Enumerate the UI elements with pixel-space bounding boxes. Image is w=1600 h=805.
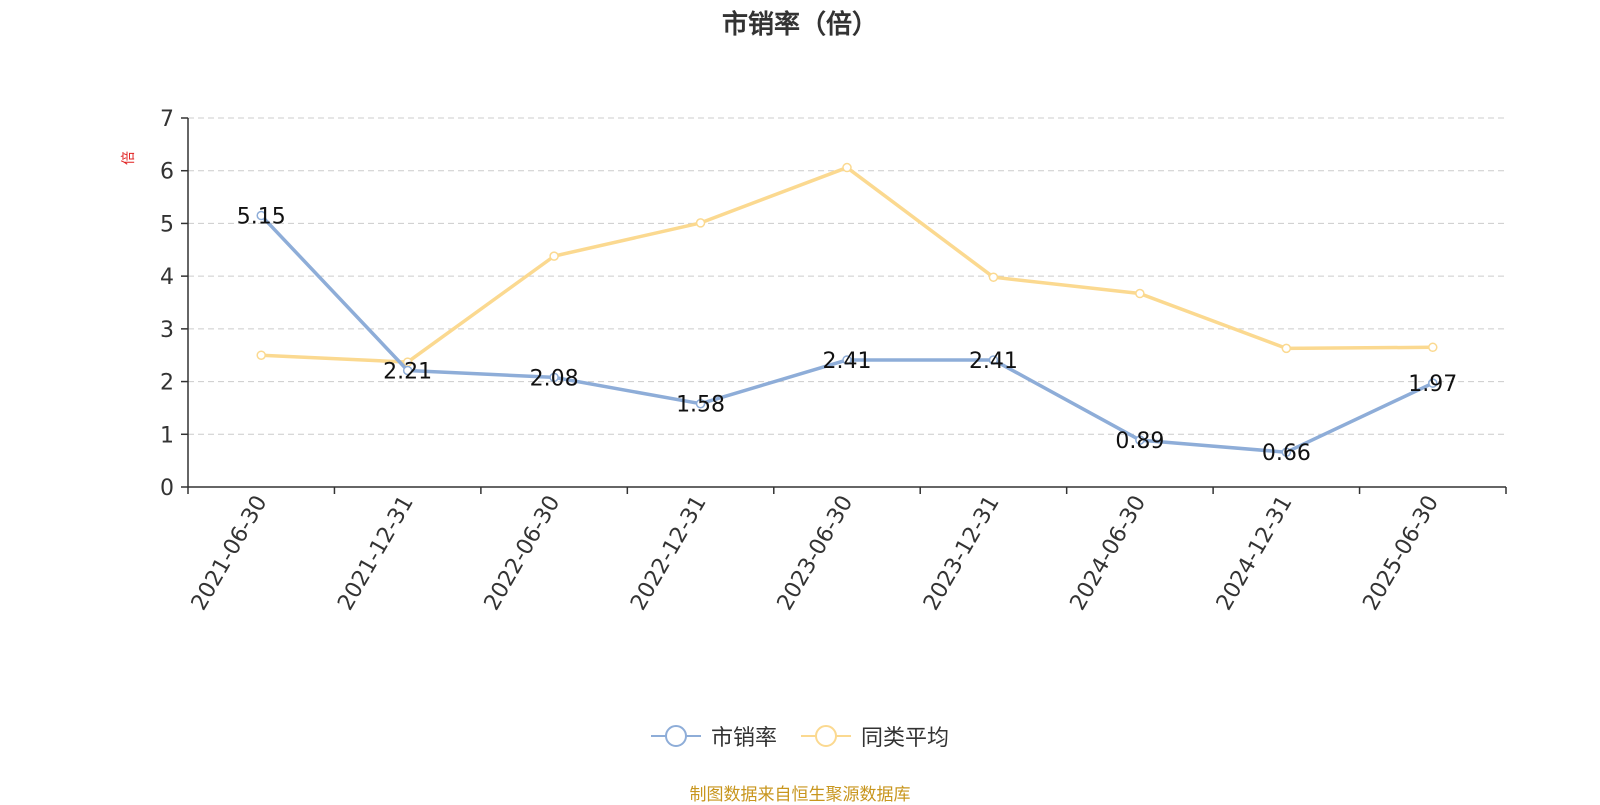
data-label: 2.21: [383, 360, 432, 385]
x-tick-label: 2022-06-30: [480, 492, 566, 615]
y-tick-label: 1: [160, 423, 174, 448]
data-label: 1.97: [1408, 372, 1457, 397]
legend-line-circle-icon: [650, 725, 701, 747]
chart-title: 市销率（倍）: [721, 10, 878, 40]
data-label: 2.41: [969, 349, 1018, 374]
y-tick-label: 0: [160, 476, 174, 501]
data-label: 1.58: [676, 393, 725, 418]
series-0-point[interactable]: [549, 372, 559, 383]
series-line-0: [259, 214, 1434, 454]
series-0-point[interactable]: [402, 365, 413, 376]
x-tick-label: 2024-06-30: [1066, 492, 1152, 615]
series-1-point[interactable]: [256, 350, 266, 360]
legend-label: 同类平均: [861, 726, 950, 751]
series-1-point[interactable]: [549, 251, 559, 261]
x-tick-label: 2025-06-30: [1358, 492, 1444, 615]
x-tick-label: 2022-12-31: [626, 492, 712, 615]
y-tick-label: 3: [160, 318, 174, 343]
series-layer: [256, 162, 1438, 457]
data-label: 0.89: [1115, 429, 1164, 454]
series-0-point[interactable]: [1281, 447, 1292, 457]
series-0-point[interactable]: [695, 398, 706, 409]
series-1-point[interactable]: [1428, 342, 1438, 353]
series-0-point[interactable]: [256, 210, 266, 221]
y-tick-label: 2: [160, 371, 174, 396]
legend-line-circle-icon: [801, 725, 851, 747]
y-tick-label: 6: [160, 160, 174, 185]
y-tick-label: 7: [160, 107, 174, 132]
x-tick-label: 2021-12-31: [333, 491, 419, 614]
series-1-point[interactable]: [1135, 288, 1145, 299]
legend-label: 市销率: [710, 726, 777, 751]
series-0-point[interactable]: [1428, 378, 1438, 388]
x-tick-label: 2023-12-31: [919, 492, 1005, 615]
y-tick-label: 5: [160, 212, 174, 237]
legend-item-series-1[interactable]: 同类平均: [801, 720, 949, 752]
series-0-point[interactable]: [988, 355, 999, 365]
y-tick-label: 4: [160, 265, 174, 290]
series-0-point[interactable]: [1135, 435, 1145, 445]
series-1-point[interactable]: [988, 272, 999, 282]
data-label: 2.41: [823, 349, 872, 374]
data-label: 2.08: [530, 366, 579, 391]
x-tick-label: 2023-06-30: [773, 492, 859, 615]
x-tick-label: 2021-06-30: [187, 492, 273, 615]
data-label: 0.66: [1262, 441, 1311, 466]
series-0-point[interactable]: [842, 355, 852, 365]
legend: 市销率 同类平均: [0, 720, 1600, 752]
label-layer: 5.15 2.21 2.08 1.58 2.41 2.41 0.89 0.66 1.97: [237, 205, 1458, 467]
axis-layer: 0 1 2 3 4 5 6 7 倍 2021-06-30 2021-12-31 2022-06-30 2…: [121, 107, 1507, 615]
series-1-point[interactable]: [695, 218, 706, 228]
series-line-1: [261, 165, 1433, 364]
y-axis-label: 倍: [121, 151, 137, 165]
data-label: 5.15: [237, 205, 286, 230]
legend-item-series-0[interactable]: 市销率: [650, 720, 777, 752]
x-tick-label: 2024-12-31: [1212, 492, 1298, 615]
series-1-point[interactable]: [1281, 343, 1292, 354]
series-1-point[interactable]: [842, 162, 852, 173]
source-note: 制图数据来自恒生聚源数据库: [689, 785, 911, 805]
